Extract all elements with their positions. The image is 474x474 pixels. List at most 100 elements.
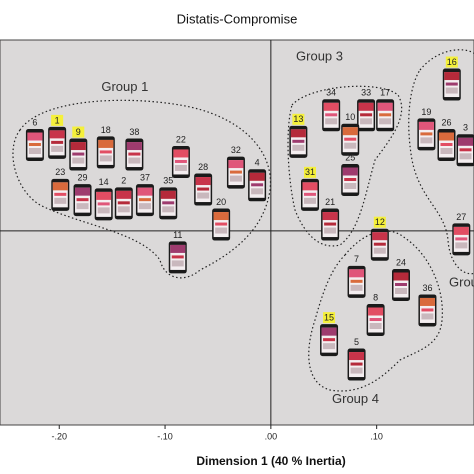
phone-content — [54, 197, 67, 204]
label-highlight — [304, 166, 317, 178]
phone-banner — [228, 160, 244, 169]
group-1-outline — [12, 99, 272, 279]
phone-content — [72, 157, 85, 164]
phone-content — [379, 118, 392, 125]
phone-banner — [358, 102, 374, 111]
phone-point — [370, 228, 389, 261]
x-tick-label: .00 — [265, 431, 278, 441]
phone-point — [417, 118, 436, 151]
phone-banner — [323, 102, 339, 111]
phone-point — [171, 145, 190, 178]
phone-banner — [393, 272, 409, 281]
phone-content — [304, 197, 317, 204]
phone-point — [347, 265, 366, 298]
x-axis-title: Dimension 1 (40 % Inertia) — [196, 454, 345, 468]
phone-content — [117, 206, 130, 213]
phone-point — [322, 99, 341, 132]
label-highlight — [292, 113, 305, 125]
label-highlight — [373, 216, 386, 228]
x-tick-label: .10 — [370, 431, 383, 441]
point-label: 33 — [361, 88, 371, 98]
phone-content — [128, 157, 141, 164]
phone-point — [125, 138, 144, 171]
phone-content — [344, 178, 357, 181]
point-label: 14 — [99, 177, 109, 187]
phone-content — [445, 87, 458, 94]
phone-point — [159, 187, 178, 220]
phone-content — [369, 318, 382, 321]
point-label: 32 — [231, 145, 241, 155]
phone-content — [292, 139, 305, 143]
phone-point — [51, 178, 70, 211]
phone-content — [76, 198, 89, 202]
point-label: 23 — [55, 167, 65, 177]
phone-content — [229, 175, 242, 182]
phone-content — [421, 308, 434, 312]
point-label: 29 — [78, 173, 88, 183]
phone-content — [197, 187, 210, 191]
phone-content — [350, 284, 363, 291]
phone-content — [373, 247, 386, 254]
point-label: 18 — [101, 125, 111, 135]
point-label: 10 — [345, 112, 355, 122]
phone-banner — [27, 132, 43, 141]
phone-content — [369, 323, 382, 329]
phone-content — [304, 192, 317, 196]
phone-content — [325, 118, 338, 125]
plot-area — [0, 39, 474, 426]
phone-point — [25, 129, 44, 161]
phone-content — [97, 207, 110, 214]
phone-point — [320, 324, 339, 357]
phone-content — [28, 148, 41, 154]
phone-point — [73, 184, 92, 217]
phone-banner — [49, 130, 65, 139]
phone-point — [418, 294, 437, 327]
phone-point — [135, 184, 154, 217]
phone-content — [292, 144, 305, 151]
phone-content — [215, 222, 228, 226]
group-label: Group 3 — [296, 48, 343, 63]
phone-banner — [419, 297, 435, 306]
group-2-outline — [408, 49, 474, 275]
phone-content — [459, 148, 472, 152]
phone-content — [138, 203, 151, 210]
phone-content — [325, 113, 338, 117]
phone-banner — [52, 182, 68, 191]
phone-content — [344, 142, 357, 149]
phone-point — [456, 134, 474, 167]
phone-content — [440, 148, 453, 154]
phone-banner — [96, 191, 112, 200]
phone-point — [452, 223, 471, 256]
phone-content — [455, 237, 468, 241]
point-label: 38 — [129, 127, 139, 137]
phone-banner — [98, 139, 114, 148]
label-highlight — [72, 126, 85, 138]
phone-content — [323, 343, 336, 350]
label-highlight — [445, 56, 458, 68]
phone-banner — [453, 226, 469, 235]
phone-point — [376, 99, 395, 132]
phone-point — [69, 138, 88, 171]
phone-banner — [342, 167, 358, 176]
phone-content — [162, 206, 175, 213]
point-label: 28 — [198, 162, 208, 172]
phone-content — [138, 198, 151, 202]
phone-content — [99, 155, 112, 162]
phone-banner — [322, 212, 338, 221]
phone-point — [347, 348, 366, 381]
phone-content — [76, 203, 89, 210]
label-highlight — [323, 312, 336, 324]
phone-content — [215, 227, 228, 234]
phone-content — [350, 362, 363, 366]
phone-content — [251, 188, 264, 195]
phone-content — [323, 338, 336, 342]
phone-banner — [342, 127, 358, 136]
point-label: 17 — [380, 88, 390, 98]
phone-content — [99, 150, 112, 154]
phone-banner — [195, 177, 211, 186]
phone-point — [96, 136, 115, 169]
phone-point — [114, 187, 133, 220]
point-label: 12 — [375, 217, 385, 227]
phone-banner — [70, 142, 86, 151]
phone-content — [394, 283, 407, 286]
